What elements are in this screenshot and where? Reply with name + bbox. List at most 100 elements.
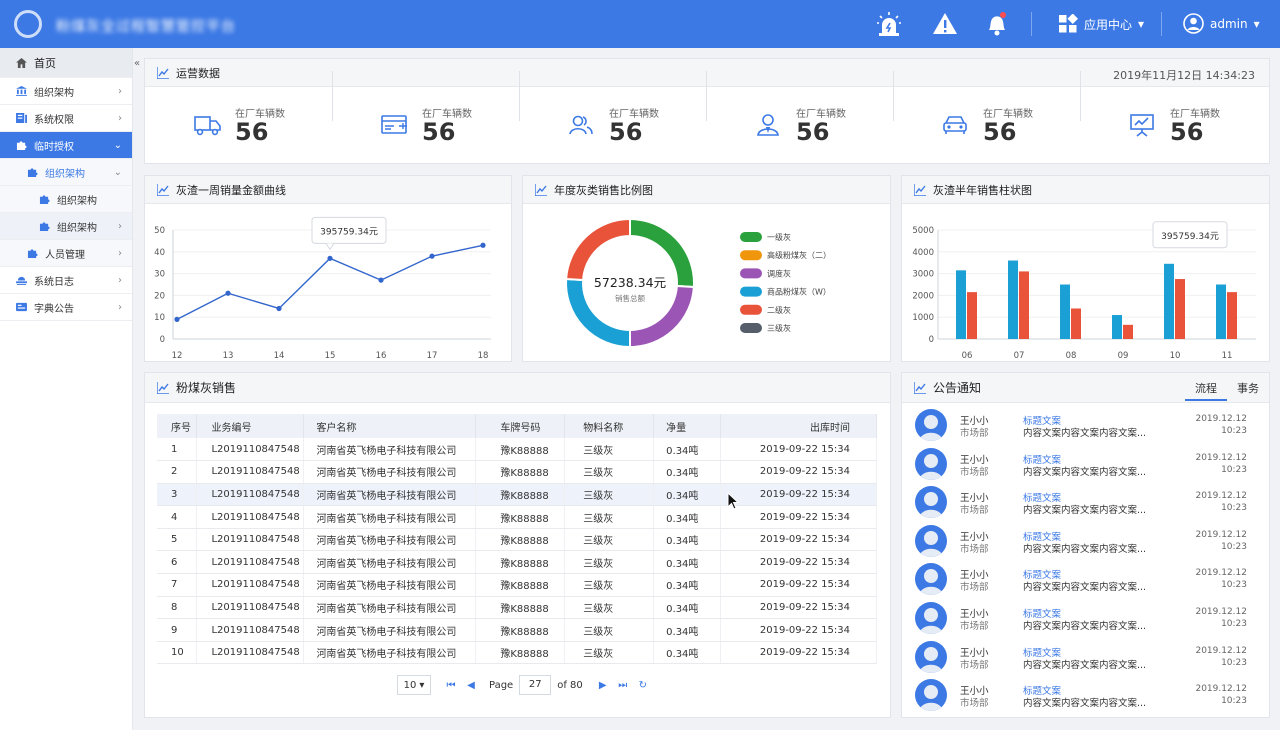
column-header[interactable]: 业务编号	[196, 414, 305, 438]
bar[interactable]	[1123, 324, 1133, 339]
data-point[interactable]	[378, 277, 384, 283]
column-header[interactable]: 出库时间	[720, 414, 877, 438]
sidebar-subitem-staff[interactable]: 人员管理 ›	[0, 240, 132, 267]
next-page-icon[interactable]: ▶	[598, 679, 607, 691]
data-point[interactable]	[429, 253, 435, 259]
bar[interactable]	[1227, 292, 1237, 339]
notice-time: 10:23	[1221, 696, 1247, 707]
notice-name: 王小小	[960, 686, 989, 698]
sidebar-item-org[interactable]: 组织架构 ›	[0, 78, 132, 105]
sidebar-item-permission[interactable]: 系统权限 ›	[0, 105, 132, 132]
page-input[interactable]: 27	[519, 675, 552, 695]
notice-item[interactable]: 王小小 市场部 标题文案 内容文案内容文案内容文案... 2019.12.12 10:23	[903, 406, 1258, 442]
bell-icon[interactable]	[984, 11, 1010, 37]
app-title: 粉煤灰全过程智慧管控平台	[56, 19, 236, 35]
column-header[interactable]: 物料名称	[564, 414, 655, 438]
data-point[interactable]	[276, 305, 282, 312]
notice-content: 内容文案内容文案内容文案...	[1023, 659, 1147, 671]
table-cell: 河南省英飞杨电子科技有限公司	[303, 573, 477, 597]
notice-item[interactable]: 王小小 市场部 标题文案 内容文案内容文案内容文案... 2019.12.12 10:23	[903, 445, 1258, 481]
table-row[interactable]: 1 L2019110847548 河南省英飞杨电子科技有限公司 豫K88888 三级灰 0…	[157, 438, 877, 462]
sidebar-item-syslog[interactable]: 系统日志 ›	[0, 267, 132, 294]
notice-date: 2019.12.12	[1195, 491, 1247, 502]
table-row[interactable]: 10 L2019110847548 河南省英飞杨电子科技有限公司 豫K88888 三级灰…	[157, 641, 877, 665]
notice-item[interactable]: 王小小 市场部 标题文案 内容文案内容文案内容文案... 2019.12.12 10:23	[903, 522, 1258, 558]
sales-table: 序号 业务编号 客户名称 车牌号码 物料名称 净量 出库时间 1 L2019110847548…	[157, 414, 877, 665]
bar[interactable]	[1164, 263, 1174, 339]
stat-card: 在厂车辆数 56	[332, 87, 519, 162]
column-header[interactable]: 客户名称	[303, 414, 477, 438]
table-row[interactable]: 2 L2019110847548 河南省英飞杨电子科技有限公司 豫K88888 三级灰 0…	[157, 460, 877, 484]
table-row[interactable]: 7 L2019110847548 河南省英飞杨电子科技有限公司 豫K88888 三级灰 0…	[157, 573, 877, 597]
sidebar-subitem-org-child[interactable]: 组织架构 ›	[0, 213, 132, 240]
table-row[interactable]: 5 L2019110847548 河南省英飞杨电子科技有限公司 豫K88888 三级灰 0…	[157, 528, 877, 552]
stat-card: 在厂车辆数 56	[1080, 87, 1267, 162]
bar[interactable]	[1112, 315, 1122, 339]
notice-item[interactable]: 王小小 市场部 标题文案 内容文案内容文案内容文案... 2019.12.12 10:23	[903, 599, 1258, 635]
chevron-right-icon: ›	[118, 248, 122, 259]
notice-title-link[interactable]: 标题文案	[1023, 454, 1062, 466]
table-cell: 0.34吨	[653, 618, 722, 642]
bar[interactable]	[1175, 279, 1185, 339]
user-avatar-icon	[1183, 13, 1204, 34]
bar[interactable]	[967, 292, 977, 339]
tab-process[interactable]: 流程	[1185, 373, 1227, 401]
data-point[interactable]	[225, 290, 231, 296]
notice-title-link[interactable]: 标题文案	[1023, 531, 1062, 543]
table-row[interactable]: 4 L2019110847548 河南省英飞杨电子科技有限公司 豫K88888 三级灰 0…	[157, 505, 877, 529]
bar[interactable]	[1216, 284, 1226, 340]
sidebar-item-home[interactable]: 首页	[0, 48, 132, 78]
sales-table-wrap: 序号 业务编号 客户名称 车牌号码 物料名称 净量 出库时间 1 L2019110847548…	[157, 414, 877, 665]
column-header[interactable]: 净量	[653, 414, 722, 438]
notice-item[interactable]: 王小小 市场部 标题文案 内容文案内容文案内容文案... 2019.12.12 10:23	[903, 638, 1258, 674]
table-cell: 10	[157, 641, 198, 665]
table-cell: L2019110847548	[196, 460, 305, 484]
notice-title-link[interactable]: 标题文案	[1023, 493, 1062, 505]
collapse-sidebar-icon[interactable]: «	[134, 58, 141, 69]
data-point[interactable]	[480, 242, 486, 248]
alarm-light-icon[interactable]	[876, 11, 902, 37]
table-row[interactable]: 8 L2019110847548 河南省英飞杨电子科技有限公司 豫K88888 三级灰 0…	[157, 596, 877, 620]
donut-slice[interactable]	[565, 217, 631, 282]
table-cell: 三级灰	[564, 483, 655, 507]
notice-title-link[interactable]: 标题文案	[1023, 609, 1062, 620]
data-point[interactable]	[174, 316, 180, 322]
bar[interactable]	[1060, 284, 1070, 340]
bar[interactable]	[956, 270, 966, 339]
notice-title-link[interactable]: 标题文案	[1023, 647, 1062, 659]
user-menu[interactable]: admin ▾	[1183, 13, 1260, 34]
app-center-menu[interactable]: 应用中心 ▾	[1058, 14, 1144, 34]
home-icon	[16, 57, 27, 68]
warning-icon[interactable]	[932, 11, 958, 37]
donut-center-value: 57238.34元	[594, 275, 666, 290]
bar[interactable]	[1008, 260, 1018, 339]
table-row[interactable]: 9 L2019110847548 河南省英飞杨电子科技有限公司 豫K88888 三级灰 0…	[157, 618, 877, 642]
page-size-select[interactable]: 10 ▾	[397, 675, 431, 695]
bar[interactable]	[1071, 308, 1081, 339]
table-row[interactable]: 6 L2019110847548 河南省英飞杨电子科技有限公司 豫K88888 三级灰 0…	[157, 550, 877, 575]
prev-page-icon[interactable]: ◀	[467, 679, 475, 691]
stat-label: 在厂车辆数	[609, 109, 659, 120]
bar[interactable]	[1019, 271, 1029, 339]
notice-dept: 市场部	[960, 428, 989, 439]
notice-title-link[interactable]: 标题文案	[1023, 416, 1062, 427]
notice-title-link[interactable]: 标题文案	[1023, 570, 1062, 582]
table-row[interactable]: 3 L2019110847548 河南省英飞杨电子科技有限公司 豫K88888 三级灰 0…	[157, 483, 877, 507]
refresh-icon[interactable]: ↻	[638, 679, 647, 691]
first-page-icon[interactable]: ⏮	[446, 679, 456, 691]
notice-title-link[interactable]: 标题文案	[1023, 686, 1062, 698]
notice-item[interactable]: 王小小 市场部 标题文案 内容文案内容文案内容文案... 2019.12.12 10:23	[903, 676, 1258, 712]
sidebar-item-dictionary[interactable]: 字典公告 ›	[0, 294, 132, 321]
notice-item[interactable]: 王小小 市场部 标题文案 内容文案内容文案内容文案... 2019.12.12 10:23	[903, 560, 1258, 596]
column-header[interactable]: 序号	[157, 414, 198, 438]
data-point[interactable]	[327, 255, 333, 261]
sidebar-subitem-org-child[interactable]: 组织架构	[0, 186, 132, 213]
tab-affairs[interactable]: 事务	[1237, 382, 1259, 395]
last-page-icon[interactable]: ⏭	[618, 679, 628, 691]
notice-item[interactable]: 王小小 市场部 标题文案 内容文案内容文案内容文案... 2019.12.12 10:23	[903, 483, 1258, 519]
sidebar-item-temp-auth[interactable]: 临时授权 ⌄	[0, 132, 132, 159]
column-header[interactable]: 车牌号码	[475, 414, 566, 438]
notice-name: 王小小	[960, 609, 989, 620]
table-cell: L2019110847548	[196, 438, 305, 462]
sidebar-subitem-org[interactable]: 组织架构 ⌄	[0, 159, 132, 186]
